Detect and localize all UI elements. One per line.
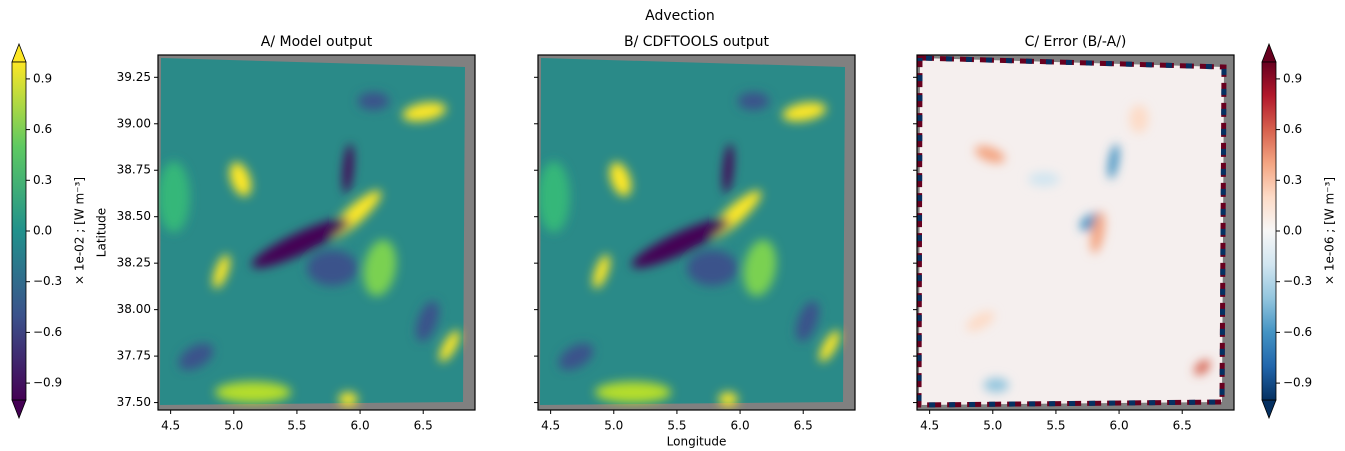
colorbar-tick-label: −0.6 [1283,325,1312,339]
field-shade [306,250,358,286]
field-shade [1129,104,1149,134]
field-shade [178,343,214,370]
colorbar-tick-label: −0.3 [1283,274,1312,288]
field-shades [158,92,461,407]
field-shades [538,92,841,407]
colorbar-tick-label: 0.9 [1283,71,1302,85]
y-tick-label: 39.25 [117,70,151,84]
y-tick-label: 37.75 [117,349,151,363]
axes-frame [157,54,476,411]
field-shade [158,161,190,233]
y-tick-label: 37.50 [117,395,151,409]
x-tick-label: 6.0 [731,419,750,433]
colorbar [11,61,27,401]
colorbar-tick-label: −0.3 [33,274,62,288]
colorbar-tick-label: 0.9 [33,71,52,85]
field-shade [212,254,230,289]
x-tick-label: 4.5 [161,419,180,433]
x-axis-label: Longitude [667,435,727,449]
x-tick-label: 5.0 [604,419,623,433]
y-tick-label: 39.00 [117,116,151,130]
field-shade [686,250,738,286]
field-shades [966,104,1211,393]
colorbar-label: × 1e-02 ; [W m⁻³] [73,177,87,285]
field-shade [743,239,777,297]
field-shade [251,218,350,268]
field-shade [538,161,570,233]
field [917,55,1234,410]
colorbar-tick-label: 0.3 [1283,173,1302,187]
field-shade [1194,360,1211,375]
colorbar-tick-label: 0.3 [33,173,52,187]
x-tick-label: 6.0 [1110,419,1129,433]
colorbar [1261,61,1277,401]
field-shade [592,254,610,289]
field-shade [439,330,461,362]
colorbar-tick-label: 0.6 [1283,122,1302,136]
field [538,55,855,410]
x-tick-label: 4.5 [920,419,939,433]
field-shade [558,343,594,370]
x-tick-label: 6.0 [351,419,370,433]
field-shade [782,102,827,122]
colorbar-extend [1261,399,1277,420]
field-shade [338,392,358,407]
y-tick-label: 38.50 [117,209,151,223]
x-tick-label: 4.5 [541,419,560,433]
colorbar-tick-label: −0.6 [33,325,62,339]
figure-title: Advection [645,8,715,24]
field-shade [595,381,672,403]
field-shade [722,143,734,194]
x-tick-label: 5.0 [983,419,1002,433]
field-base [919,58,1224,405]
field-shade [229,162,252,197]
field-shade [718,392,738,407]
field-shade [342,143,354,194]
edge [917,55,1227,408]
colorbar-tick-label: −0.9 [33,376,62,390]
colorbar-extend [11,399,27,420]
field-shade [974,145,1006,163]
y-axis-label: Latitude [95,208,109,257]
x-tick-label: 6.5 [794,419,813,433]
x-tick-label: 5.5 [1046,419,1065,433]
colorbar-tick-label: 0.6 [33,122,52,136]
colorbar-extend [11,42,27,63]
axes-frame [537,54,856,411]
field-shade [357,92,390,111]
axes-frame [916,54,1235,411]
field-shade [1027,172,1060,187]
y-tick-label: 38.75 [117,163,151,177]
field-shade [737,92,770,111]
field-shade [363,239,397,297]
field-shade [983,378,1009,393]
x-tick-label: 6.5 [414,419,433,433]
x-tick-label: 5.5 [287,419,306,433]
colorbar-extend [1261,42,1277,63]
field-shade [631,218,730,268]
colorbar-tick-label: 0.0 [1283,224,1302,238]
y-tick-label: 38.00 [117,302,151,316]
field-shade [1107,144,1120,179]
panel-title: A/ Model output [261,34,373,50]
field-shade [795,300,819,342]
field-shade [215,381,292,403]
x-tick-label: 5.0 [224,419,243,433]
field-shade [402,102,447,122]
y-tick-label: 38.25 [117,256,151,270]
field [158,55,475,410]
field-shade [819,330,841,362]
panel-title: B/ CDFTOOLS output [624,34,770,50]
field-shade [415,300,439,342]
colorbar-tick-label: −0.9 [1283,376,1312,390]
colorbar-label: × 1e-06 ; [W m⁻³] [1323,177,1337,285]
field-shade [1090,211,1105,254]
colorbar-tick-label: 0.0 [33,224,52,238]
x-tick-label: 5.5 [667,419,686,433]
field-shade [609,162,632,197]
x-tick-label: 6.5 [1173,419,1192,433]
field-shade [966,311,995,332]
panel-title: C/ Error (B/-A/) [1025,34,1127,50]
